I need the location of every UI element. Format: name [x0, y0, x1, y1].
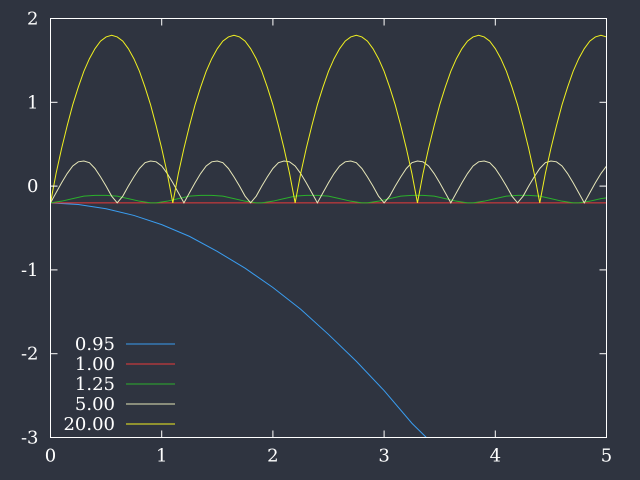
y-tick-label: -3	[21, 428, 39, 449]
y-tick-label: 2	[27, 9, 38, 30]
x-tick-label: 4	[490, 446, 501, 467]
y-tick-label: 0	[27, 176, 38, 197]
x-tick-label: 3	[378, 446, 389, 467]
legend-label: 1.25	[75, 374, 115, 395]
series-line-2	[50, 194, 607, 204]
series-line-3	[50, 160, 607, 204]
legend-label: 20.00	[63, 414, 115, 435]
plot-frame	[50, 18, 607, 438]
y-tick-label: 1	[27, 92, 38, 113]
plot-lines	[50, 34, 607, 438]
x-tick-label: 2	[267, 446, 278, 467]
y-tick-label: -2	[21, 344, 39, 365]
x-tick-label: 0	[45, 446, 56, 467]
axis-ticks: 0 1 2 3 4 5 -3 -2 -1 0 1 2	[21, 9, 612, 467]
x-tick-label: 5	[601, 446, 612, 467]
x-tick-label: 1	[156, 446, 167, 467]
legend-label: 0.95	[75, 334, 115, 355]
series-line-0	[50, 202, 427, 438]
series-line-4	[50, 34, 607, 203]
y-tick-label: -1	[21, 260, 39, 281]
legend-label: 5.00	[75, 394, 115, 415]
legend-label: 1.00	[75, 354, 115, 375]
